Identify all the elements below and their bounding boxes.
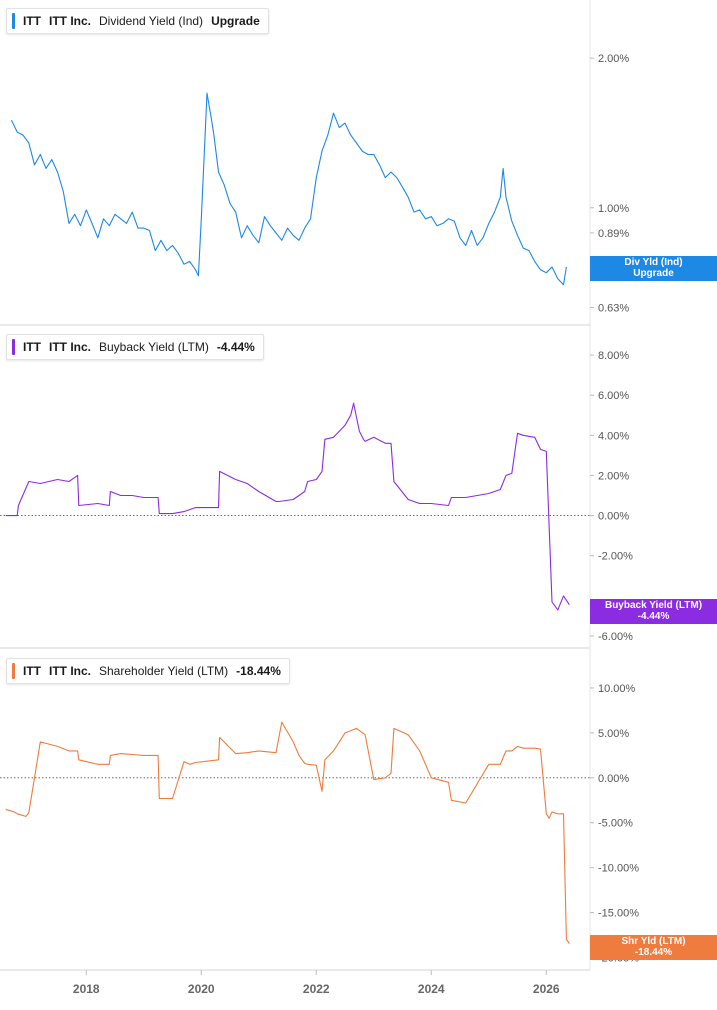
zero-lines — [0, 515, 590, 779]
value-tag-buyback-yield: Buyback Yield (LTM) -4.44% — [590, 599, 717, 624]
y-tick-label: 1.00% — [598, 203, 629, 215]
metric-name: Buyback Yield (LTM) — [99, 340, 209, 354]
y-tick-label: -2.00% — [598, 551, 633, 563]
company-name: ITT Inc. — [49, 664, 91, 678]
y-tick-label: 2.00% — [598, 470, 629, 482]
y-tick-label: 0.89% — [598, 228, 629, 240]
tag-line-2: -18.44% — [634, 947, 673, 958]
y-tick-label: 2.00% — [598, 53, 629, 65]
series-line-panel-3 — [5, 721, 570, 944]
series-line-panel-1 — [11, 92, 567, 286]
tag-line-2: -4.44% — [637, 611, 670, 622]
company-name: ITT Inc. — [49, 340, 91, 354]
series-color-swatch — [12, 663, 15, 679]
ticker: ITT — [23, 664, 41, 678]
series-color-swatch — [12, 13, 15, 29]
x-tick-label: 2022 — [303, 982, 330, 996]
y-tick-label: 10.00% — [598, 683, 636, 695]
metric-name: Dividend Yield (Ind) — [99, 14, 204, 28]
tag-line-1: Buyback Yield (LTM) — [604, 600, 703, 611]
panel-label-shareholder-yield[interactable]: ITT ITT Inc. Shareholder Yield (LTM) -18… — [6, 658, 290, 684]
tag-line-1: Div Yld (Ind) — [624, 257, 683, 268]
series-layer — [5, 92, 570, 944]
y-tick-label: -5.00% — [598, 818, 633, 830]
y-tick-label: 4.00% — [598, 430, 629, 442]
x-tick-label: 2026 — [533, 982, 560, 996]
panel-label-buyback-yield[interactable]: ITT ITT Inc. Buyback Yield (LTM) -4.44% — [6, 334, 264, 360]
y-tick-label: -6.00% — [598, 631, 633, 643]
y-tick-label: 0.63% — [598, 302, 629, 314]
x-tick-label: 2020 — [188, 982, 215, 996]
tag-line-1: Shr Yld (LTM) — [621, 936, 686, 947]
x-tick-labels: 2018 2020 2022 2024 2026 — [73, 970, 560, 996]
metric-value: -18.44% — [236, 664, 281, 678]
y-tick-label: 0.00% — [598, 511, 629, 523]
x-tick-label: 2018 — [73, 982, 100, 996]
panel-dividers — [0, 0, 591, 971]
value-tag-dividend-yield[interactable]: Div Yld (Ind) Upgrade — [590, 256, 717, 281]
panel-label-dividend-yield[interactable]: ITT ITT Inc. Dividend Yield (Ind) Upgrad… — [6, 8, 269, 34]
series-color-swatch — [12, 339, 15, 355]
y-tick-label: -15.00% — [598, 908, 639, 920]
metric-value: -4.44% — [216, 340, 255, 354]
x-tick-label: 2024 — [418, 982, 445, 996]
series-line-panel-2 — [5, 402, 570, 611]
y-tick-label: 6.00% — [598, 390, 629, 402]
company-name: ITT Inc. — [49, 14, 91, 28]
y-tick-label: 5.00% — [598, 728, 629, 740]
ticker: ITT — [23, 340, 41, 354]
y-tick-labels: 2.00% 1.00% 0.89% 0.63% 8.00% 6.00% 4.00% 2.00%… — [590, 53, 639, 965]
metric-value[interactable]: Upgrade — [211, 14, 260, 28]
ticker: ITT — [23, 14, 41, 28]
y-tick-label: 0.00% — [598, 773, 629, 785]
tag-line-2: Upgrade — [633, 268, 674, 279]
y-tick-label: 8.00% — [598, 350, 629, 362]
y-tick-label: -10.00% — [598, 863, 639, 875]
metric-name: Shareholder Yield (LTM) — [99, 664, 229, 678]
value-tag-shareholder-yield: Shr Yld (LTM) -18.44% — [590, 935, 717, 960]
